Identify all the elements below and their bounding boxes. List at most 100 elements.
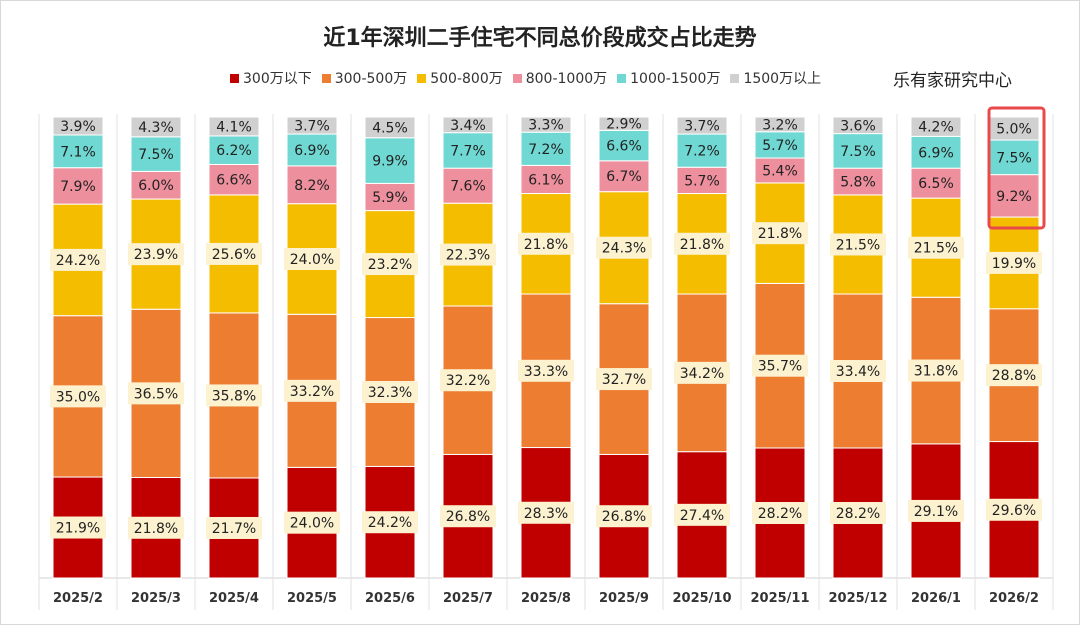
data-label: 29.6% [992, 503, 1036, 519]
data-label-bg [206, 516, 262, 539]
x-tick-label: 2025/4 [209, 591, 259, 606]
data-label-bg [596, 368, 652, 391]
data-label: 5.7% [762, 138, 798, 154]
x-tick-label: 2025/10 [672, 591, 731, 606]
bar-segment [832, 133, 884, 169]
legend-swatch [730, 73, 740, 83]
data-label: 6.9% [294, 143, 330, 159]
data-label: 4.3% [138, 120, 174, 136]
data-label: 21.5% [836, 237, 880, 253]
data-label: 21.5% [914, 241, 958, 257]
data-label-bg [908, 359, 964, 382]
bar-segment [364, 116, 416, 139]
data-label: 29.1% [914, 504, 958, 520]
data-label: 5.9% [372, 190, 408, 206]
data-label: 23.2% [368, 257, 412, 273]
data-label-bg [128, 382, 184, 405]
data-label: 7.7% [450, 143, 486, 159]
data-label-bg [908, 499, 964, 522]
legend-label: 300万以下 [243, 71, 312, 87]
bar-segment [208, 163, 260, 196]
data-label: 3.4% [450, 118, 486, 134]
legend-swatch [512, 73, 522, 83]
bar-segment [910, 116, 962, 137]
data-label: 7.5% [996, 150, 1032, 166]
data-label: 6.7% [606, 169, 642, 185]
data-label-bg [518, 501, 574, 524]
x-tick-label: 2025/12 [828, 591, 887, 606]
data-label: 25.6% [212, 247, 256, 263]
data-label: 6.1% [528, 172, 564, 188]
data-label-bg [362, 380, 418, 403]
data-label: 3.3% [528, 118, 564, 134]
data-label: 3.9% [60, 119, 96, 135]
bar-segment [52, 134, 104, 169]
data-label-bg [440, 505, 496, 528]
data-label-bg [362, 253, 418, 276]
data-label: 6.0% [138, 178, 174, 194]
bar-segment [286, 116, 338, 135]
data-label: 19.9% [992, 256, 1036, 272]
bar-segment [988, 174, 1040, 218]
legend-swatch [230, 73, 239, 83]
x-tick-label: 2025/8 [521, 591, 571, 606]
data-label-bg [440, 369, 496, 392]
data-label-bg [128, 516, 184, 539]
bar-segment [676, 116, 728, 135]
data-label: 21.9% [56, 521, 100, 537]
data-label: 34.2% [680, 366, 724, 382]
bar-segment [754, 157, 806, 184]
legend-label: 1500万以上 [743, 71, 822, 87]
bar-segment [442, 116, 494, 134]
data-label-bg [50, 516, 106, 539]
data-label-bg [596, 236, 652, 259]
data-label: 23.9% [134, 247, 178, 263]
data-label-bg [518, 232, 574, 255]
data-label: 21.8% [524, 237, 568, 253]
chart-title: 近1年深圳二手住宅不同总价段成交占比走势 [323, 26, 757, 51]
data-label: 28.2% [836, 506, 880, 522]
bar-segment [754, 116, 806, 133]
bar-segment [130, 136, 182, 172]
data-label: 7.6% [450, 179, 486, 195]
bar-segment [364, 182, 416, 212]
data-label: 2.9% [606, 117, 642, 133]
bar-segment [130, 116, 182, 138]
data-label: 7.2% [528, 142, 564, 158]
data-label: 33.3% [524, 364, 568, 380]
bar-segment [520, 164, 572, 195]
data-label: 3.7% [684, 119, 720, 135]
source-label: 乐有家研究中心 [893, 71, 1012, 91]
x-tick-label: 2025/9 [599, 591, 649, 606]
legend-item: 1500万以上 [730, 68, 821, 88]
data-label: 32.2% [446, 373, 490, 389]
legend-label: 1000-1500万 [630, 71, 721, 87]
legend-item: 300-500万 [321, 68, 407, 88]
data-label: 31.8% [914, 364, 958, 380]
data-label-bg [284, 247, 340, 270]
data-label: 5.0% [996, 122, 1032, 138]
highlight-box [987, 106, 1046, 230]
data-label: 4.2% [918, 120, 954, 136]
x-tick-label: 2025/3 [131, 591, 181, 606]
data-label-bg [206, 242, 262, 265]
data-label-bg [752, 354, 808, 377]
legend-label: 500-800万 [430, 71, 503, 87]
data-label: 28.2% [758, 506, 802, 522]
data-label: 3.7% [294, 119, 330, 135]
legend-label: 800-1000万 [525, 71, 608, 87]
data-label-bg [830, 233, 886, 256]
data-label-bg [596, 505, 652, 528]
data-label-bg [752, 501, 808, 524]
data-label: 6.6% [216, 173, 252, 189]
data-label: 7.5% [840, 144, 876, 160]
data-label-bg [284, 511, 340, 534]
bar-segment [832, 116, 884, 135]
data-label: 28.3% [524, 506, 568, 522]
data-label: 27.4% [680, 508, 724, 524]
data-label: 7.2% [684, 144, 720, 160]
data-label: 26.8% [602, 509, 646, 525]
legend-swatch [321, 73, 331, 83]
legend: 300万以下 300-500万 500-800万 800-1000万 1000-1500… [230, 68, 821, 88]
data-label: 7.5% [138, 147, 174, 163]
